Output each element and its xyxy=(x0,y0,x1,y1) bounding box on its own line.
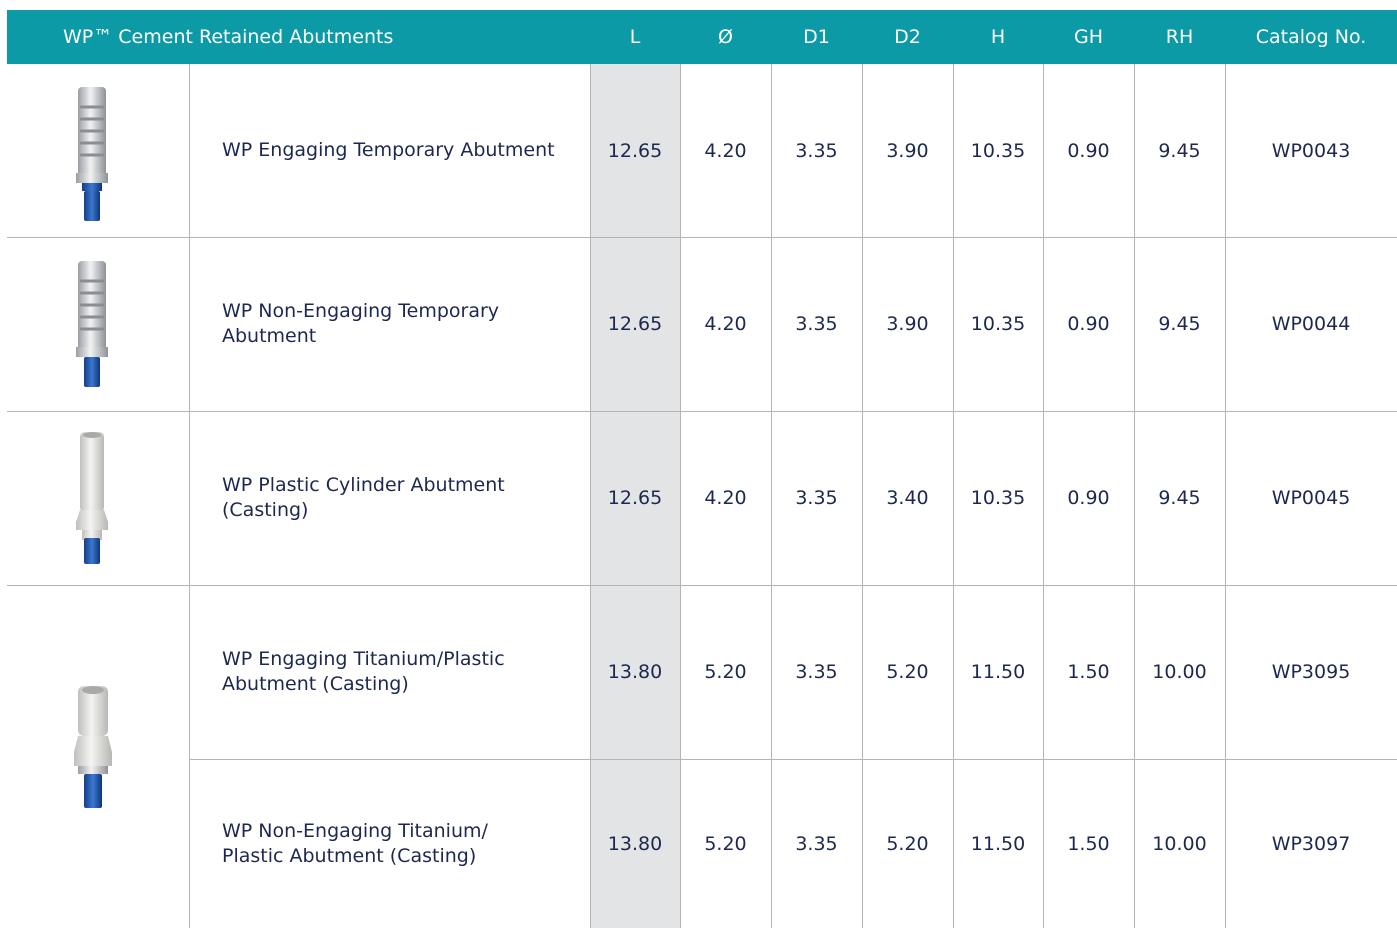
value-cell: 3.35 xyxy=(771,64,862,237)
value-cell: 0.90 xyxy=(1043,411,1134,585)
value-cell: 12.65 xyxy=(590,64,680,237)
column-header: GH xyxy=(1043,10,1134,64)
name-line: Abutment (Casting) xyxy=(222,672,582,697)
page: WP™ Cement Retained Abutments LØD1D2HGHRH… xyxy=(0,0,1397,928)
value-cell: 13.80 xyxy=(590,585,680,759)
value-cell: 13.80 xyxy=(590,759,680,928)
value-cell: 11.50 xyxy=(953,759,1043,928)
value-cell: 10.35 xyxy=(953,411,1043,585)
column-header: D2 xyxy=(862,10,953,64)
value-cell: 10.00 xyxy=(1134,585,1225,759)
value-cell: 9.45 xyxy=(1134,237,1225,411)
abutment-image xyxy=(72,259,112,399)
value-cell: 3.35 xyxy=(771,411,862,585)
value-cell: 3.35 xyxy=(771,585,862,759)
name-line: (Casting) xyxy=(222,498,582,523)
name-line: WP Plastic Cylinder Abutment xyxy=(222,473,582,498)
product-name: WP Plastic Cylinder Abutment(Casting) xyxy=(222,411,582,585)
value-cell: 11.50 xyxy=(953,585,1043,759)
value-cell: 5.20 xyxy=(862,759,953,928)
value-cell: 12.65 xyxy=(590,237,680,411)
value-cell: 1.50 xyxy=(1043,759,1134,928)
value-cell: 4.20 xyxy=(680,411,771,585)
name-line: WP Non-Engaging Titanium/ xyxy=(222,819,582,844)
value-cell: 5.20 xyxy=(680,585,771,759)
catalog-number: WP3097 xyxy=(1225,759,1397,928)
catalog-number: WP0043 xyxy=(1225,64,1397,237)
value-cell: 10.00 xyxy=(1134,759,1225,928)
abutment-image xyxy=(72,430,112,570)
value-cell: 3.40 xyxy=(862,411,953,585)
catalog-number: WP0045 xyxy=(1225,411,1397,585)
column-header: D1 xyxy=(771,10,862,64)
name-line: WP Engaging Titanium/Plastic xyxy=(222,647,582,672)
value-cell: 3.35 xyxy=(771,759,862,928)
catalog-number: WP0044 xyxy=(1225,237,1397,411)
product-name: WP Non-Engaging Titanium/Plastic Abutmen… xyxy=(222,759,582,928)
grid-line xyxy=(189,64,190,928)
column-header: Catalog No. xyxy=(1225,10,1397,64)
column-header: Ø xyxy=(680,10,771,64)
value-cell: 10.35 xyxy=(953,64,1043,237)
catalog-number: WP3095 xyxy=(1225,585,1397,759)
value-cell: 3.90 xyxy=(862,64,953,237)
column-header: H xyxy=(953,10,1043,64)
abutment-image xyxy=(72,682,116,810)
value-cell: 3.35 xyxy=(771,237,862,411)
value-cell: 5.20 xyxy=(680,759,771,928)
name-line: Plastic Abutment (Casting) xyxy=(222,844,582,869)
value-cell: 9.45 xyxy=(1134,411,1225,585)
name-line: WP Non-Engaging Temporary xyxy=(222,299,582,324)
value-cell: 5.20 xyxy=(862,585,953,759)
header-title: WP™ Cement Retained Abutments xyxy=(63,10,393,64)
value-cell: 9.45 xyxy=(1134,64,1225,237)
value-cell: 10.35 xyxy=(953,237,1043,411)
value-cell: 4.20 xyxy=(680,64,771,237)
abutment-image xyxy=(72,85,112,225)
value-cell: 0.90 xyxy=(1043,64,1134,237)
value-cell: 0.90 xyxy=(1043,237,1134,411)
value-cell: 4.20 xyxy=(680,237,771,411)
column-header: L xyxy=(590,10,680,64)
value-cell: 12.65 xyxy=(590,411,680,585)
column-header: RH xyxy=(1134,10,1225,64)
name-line: Abutment xyxy=(222,324,582,349)
name-line: WP Engaging Temporary Abutment xyxy=(222,138,582,163)
product-name: WP Engaging Temporary Abutment xyxy=(222,64,582,237)
value-cell: 1.50 xyxy=(1043,585,1134,759)
value-cell: 3.90 xyxy=(862,237,953,411)
